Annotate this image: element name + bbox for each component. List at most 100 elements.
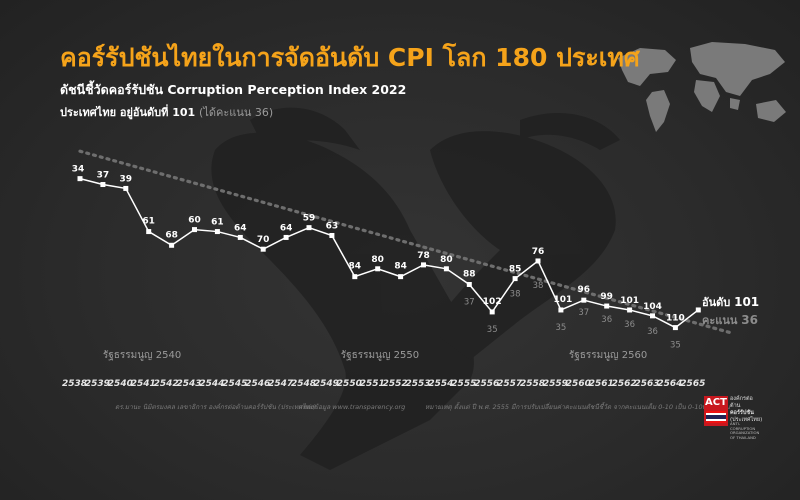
x-tick-label: 2539	[85, 379, 110, 389]
x-tick-label: 2555	[451, 379, 476, 389]
rank-point	[329, 232, 335, 238]
rank-series-line	[79, 177, 699, 329]
rank-value-label: 70	[257, 235, 270, 245]
rank-value-label: 61	[142, 217, 155, 227]
rank-value-label: 63	[326, 221, 339, 231]
score-value-label: 36	[647, 327, 658, 337]
x-tick-label: 2554	[428, 379, 453, 389]
rank-value-label: 34	[72, 165, 85, 175]
rank-line	[79, 177, 699, 329]
trend-line	[78, 149, 735, 336]
x-tick-label: 2543	[177, 379, 202, 389]
page-subtitle: ดัชนีชี้วัดคอร์รัปชัน Corruption Percept…	[60, 82, 407, 97]
x-tick-label: 2557	[497, 379, 523, 389]
rank-point	[489, 309, 495, 315]
x-tick-label: 2538	[62, 379, 87, 389]
final-rank-value: 101	[734, 295, 759, 309]
rank-value-label: 59	[303, 214, 316, 224]
rank-value-label: 102	[483, 297, 502, 307]
x-tick-label: 2560	[566, 379, 591, 389]
score-value-label: 37	[464, 297, 475, 307]
rank-point	[306, 225, 312, 231]
constitution-label: รัฐธรรมนูญ 2550	[341, 350, 419, 361]
x-tick-label: 2553	[406, 379, 431, 389]
score-value-label: 37	[578, 308, 589, 318]
rank-value-label: 37	[97, 171, 110, 181]
rank-point	[695, 307, 701, 313]
rank-value-label: 88	[463, 269, 476, 279]
x-axis-year-labels: 2538253925402541254225432544254525462547…	[62, 379, 705, 389]
rank-point	[466, 281, 472, 287]
world-map-icon	[618, 42, 786, 132]
score-value-label: 36	[601, 315, 612, 325]
rank-point	[421, 262, 426, 268]
rank-summary-text: ประเทศไทย อยู่อันดับที่ 101	[60, 106, 196, 119]
score-value-label: 38	[533, 281, 544, 291]
x-tick-label: 2545	[222, 379, 247, 389]
rank-value-label: 64	[280, 223, 293, 233]
rank-value-label: 101	[620, 296, 639, 306]
act-logo-line1: องค์กรต่อต้าน	[730, 396, 753, 409]
constitution-annotations: รัฐธรรมนูญ 2540 รัฐธรรมนูญ 2550 รัฐธรรมนูญ…	[103, 350, 647, 361]
rank-value-label: 104	[643, 302, 662, 312]
rank-point	[146, 229, 152, 235]
x-tick-label: 2548	[291, 379, 316, 389]
score-value-label: 35	[555, 323, 566, 333]
x-tick-label: 2541	[131, 379, 156, 389]
x-tick-label: 2544	[199, 379, 224, 389]
final-score-value: 36	[741, 313, 758, 327]
act-logo-mark: ACT	[704, 396, 728, 426]
score-value-label: 36	[624, 320, 635, 330]
x-tick-label: 2547	[268, 379, 294, 389]
footnote-author: ดร.มานะ นิมิตรมงคล เลขาธิการ องค์กรต่อต้…	[115, 403, 317, 411]
act-logo-line3: (ประเทศไทย)	[730, 417, 763, 423]
act-logo-name: องค์กรต่อต้าน คอร์รัปชัน (ประเทศไทย)	[730, 396, 762, 424]
rank-point	[627, 307, 633, 313]
rank-value-label: 61	[211, 218, 224, 228]
act-logo: ACT องค์กรต่อต้าน คอร์รัปชัน (ประเทศไทย) A…	[704, 396, 762, 439]
rank-value-label: 76	[532, 247, 545, 257]
act-logo-english: ANTI-CORRUPTION ORGANIZATION OF THAILAND	[730, 421, 760, 440]
rank-point	[77, 176, 83, 182]
rank-point	[283, 234, 289, 240]
rank-point	[443, 266, 449, 272]
constitution-label: รัฐธรรมนูญ 2540	[103, 350, 181, 361]
rank-points	[77, 176, 701, 331]
final-rank-label: อันดับ	[702, 296, 730, 309]
final-value-label: อันดับ 101 คะแนน 36	[702, 295, 759, 327]
thailand-rank-summary: ประเทศไทย อยู่อันดับที่ 101 (ได้คะแนน 36…	[60, 103, 273, 121]
x-tick-label: 2546	[245, 379, 270, 389]
x-tick-label: 2551	[360, 379, 385, 389]
rank-point	[375, 266, 381, 272]
rank-value-label: 101	[554, 295, 573, 305]
handshake-background-icon	[211, 107, 620, 470]
rank-point	[581, 297, 587, 303]
svg-text:อันดับ 101: อันดับ 101	[702, 295, 759, 309]
x-tick-label: 2558	[520, 379, 545, 389]
rank-point	[535, 258, 541, 264]
rank-point	[672, 325, 678, 331]
x-tick-label: 2552	[383, 379, 408, 389]
rank-value-label: 84	[394, 262, 407, 272]
footnote-source: แหล่งข้อมูล www.transparency.org	[298, 403, 406, 411]
footnote-remark: หมายเหตุ ตั้งแต่ ปี พ.ศ. 2555 มีการปรับเ…	[425, 403, 730, 411]
rank-point	[558, 307, 564, 313]
x-tick-label: 2542	[154, 379, 179, 389]
score-value-label: 35	[670, 341, 681, 351]
x-tick-label: 2564	[657, 379, 682, 389]
act-logo-line2: คอร์รัปชัน	[730, 410, 754, 416]
x-tick-label: 2556	[474, 379, 499, 389]
rank-point	[352, 274, 358, 280]
act-logo-text: ACT	[705, 397, 727, 408]
score-value-label: 38	[510, 290, 521, 300]
x-tick-label: 2549	[314, 379, 339, 389]
rank-point	[604, 303, 610, 309]
rank-value-label: 85	[509, 265, 522, 275]
x-tick-label: 2563	[635, 379, 660, 389]
rank-data-labels: 34 37 39 61 68 60 61 64 70 64 59 63 84 80 84 78 80 88 102 8…	[72, 165, 685, 324]
rank-summary-score: (ได้คะแนน 36)	[199, 106, 274, 119]
rank-value-label: 96	[578, 285, 591, 295]
score-data-labels: 3735383835373636363536	[464, 281, 681, 351]
rank-value-label: 68	[165, 230, 178, 240]
rank-value-label: 110	[666, 314, 685, 324]
